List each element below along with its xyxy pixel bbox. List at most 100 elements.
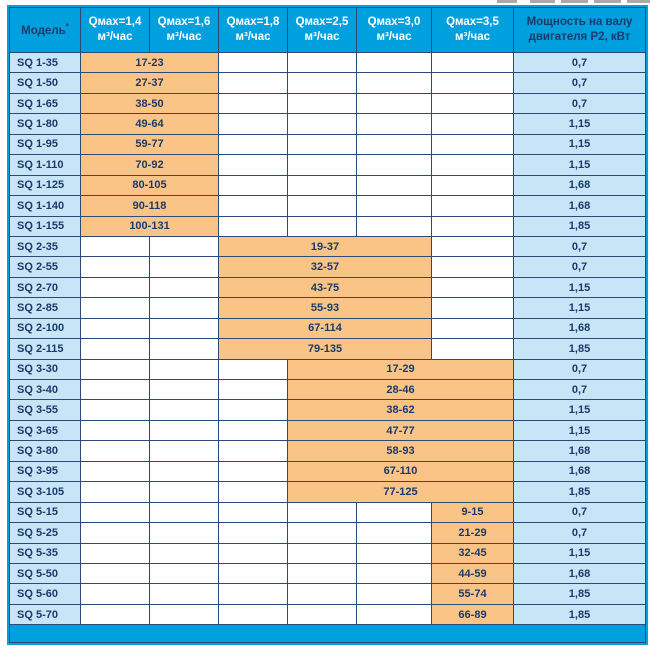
model-cell: SQ 2-100	[9, 317, 81, 340]
power-cell: 1,15	[513, 399, 646, 421]
empty-cell	[431, 174, 514, 197]
empty-cell	[218, 522, 288, 544]
empty-cell	[431, 235, 514, 258]
power-cell: 1,15	[513, 154, 646, 176]
table-row: SQ 5-35 32-45 1,15	[9, 542, 646, 564]
model-cell: SQ 2-115	[9, 338, 81, 360]
table-row: SQ 1-35 17-23 0,7	[9, 51, 646, 74]
qmax-range-cell: 66-89	[431, 603, 514, 626]
empty-cell	[287, 51, 357, 74]
model-cell: SQ 1-35	[9, 51, 81, 74]
model-cell: SQ 1-155	[9, 215, 81, 237]
qmax-header-line2: м³/час	[166, 31, 202, 43]
empty-cell	[287, 92, 357, 115]
empty-cell	[287, 562, 357, 585]
empty-cell	[356, 92, 432, 115]
col-header-model: Модель*	[9, 7, 81, 53]
qmax-range-cell: 38-62	[287, 399, 514, 421]
pump-selection-table: Модель* Qмах=1,4 м³/час Qмах=1,6 м³/час …	[9, 7, 646, 644]
empty-cell	[80, 522, 150, 544]
power-cell: 1,68	[513, 174, 646, 197]
col-header-qmax-3-0: Qмах=3,0 м³/час	[356, 7, 432, 53]
model-cell: SQ 2-70	[9, 276, 81, 299]
power-cell: 0,7	[513, 92, 646, 115]
empty-cell	[431, 72, 514, 94]
empty-cell	[431, 256, 514, 278]
table-body: SQ 1-35 17-23 0,7 SQ 1-50 27-37 0,7 SQ 1-65 38-…	[9, 51, 646, 626]
table-row: SQ 1-125 80-105 1,68	[9, 174, 646, 197]
empty-cell	[218, 399, 288, 421]
power-cell: 1,85	[513, 603, 646, 626]
table-row: SQ 3-65 47-77 1,15	[9, 419, 646, 442]
empty-cell	[149, 440, 219, 462]
empty-cell	[218, 562, 288, 585]
empty-cell	[149, 317, 219, 340]
empty-cell	[287, 501, 357, 524]
empty-cell	[80, 378, 150, 401]
qmax-header-line1: Qмах=1,4	[88, 16, 142, 29]
power-cell: 0,7	[513, 51, 646, 74]
empty-cell	[80, 501, 150, 524]
model-cell: SQ 1-110	[9, 154, 81, 176]
empty-cell	[287, 215, 357, 237]
qmax-range-cell: 32-57	[218, 256, 432, 278]
model-cell: SQ 3-30	[9, 358, 81, 381]
qmax-range-cell: 58-93	[287, 440, 514, 462]
empty-cell	[80, 317, 150, 340]
empty-cell	[149, 501, 219, 524]
table-row: SQ 5-70 66-89 1,85	[9, 603, 646, 626]
model-cell: SQ 3-55	[9, 399, 81, 421]
table-row: SQ 1-155 100-131 1,85	[9, 215, 646, 237]
empty-cell	[356, 542, 432, 564]
power-cell: 1,68	[513, 317, 646, 340]
empty-cell	[431, 195, 514, 217]
header-row: Модель* Qмах=1,4 м³/час Qмах=1,6 м³/час …	[9, 7, 646, 53]
qmax-range-cell: 28-46	[287, 378, 514, 401]
empty-cell	[431, 297, 514, 319]
empty-cell	[80, 256, 150, 278]
qmax-range-cell: 100-131	[80, 215, 219, 237]
footer-row	[9, 624, 646, 644]
empty-cell	[218, 440, 288, 462]
empty-cell	[356, 133, 432, 156]
empty-cell	[149, 460, 219, 483]
qmax-header-line2: м³/час	[304, 31, 340, 43]
empty-cell	[356, 583, 432, 605]
qmax-range-cell: 27-37	[80, 72, 219, 94]
empty-cell	[80, 399, 150, 421]
empty-cell	[80, 603, 150, 626]
empty-cell	[356, 113, 432, 135]
empty-cell	[431, 113, 514, 135]
cropped-graphic-fragment	[627, 0, 650, 3]
power-cell: 0,7	[513, 358, 646, 381]
empty-cell	[149, 399, 219, 421]
table-row: SQ 3-105 77-125 1,85	[9, 481, 646, 503]
empty-cell	[218, 481, 288, 503]
empty-cell	[218, 583, 288, 605]
empty-cell	[80, 358, 150, 381]
table-row: SQ 3-40 28-46 0,7	[9, 378, 646, 401]
col-header-qmax-1-8: Qмах=1,8 м³/час	[218, 7, 288, 53]
empty-cell	[356, 603, 432, 626]
table-row: SQ 1-50 27-37 0,7	[9, 72, 646, 94]
empty-cell	[149, 297, 219, 319]
qmax-range-cell: 17-23	[80, 51, 219, 74]
empty-cell	[149, 522, 219, 544]
power-cell: 1,15	[513, 542, 646, 564]
table-row: SQ 5-25 21-29 0,7	[9, 522, 646, 544]
power-cell: 1,15	[513, 133, 646, 156]
table-row: SQ 3-95 67-110 1,68	[9, 460, 646, 483]
empty-cell	[356, 195, 432, 217]
table-row: SQ 1-140 90-118 1,68	[9, 195, 646, 217]
empty-cell	[431, 276, 514, 299]
table-row: SQ 2-35 19-37 0,7	[9, 235, 646, 258]
qmax-header-line2: м³/час	[455, 31, 490, 43]
empty-cell	[356, 51, 432, 74]
table-row: SQ 1-65 38-50 0,7	[9, 92, 646, 115]
power-cell: 1,68	[513, 195, 646, 217]
model-cell: SQ 5-35	[9, 542, 81, 564]
empty-cell	[149, 378, 219, 401]
empty-cell	[149, 583, 219, 605]
model-cell: SQ 5-25	[9, 522, 81, 544]
